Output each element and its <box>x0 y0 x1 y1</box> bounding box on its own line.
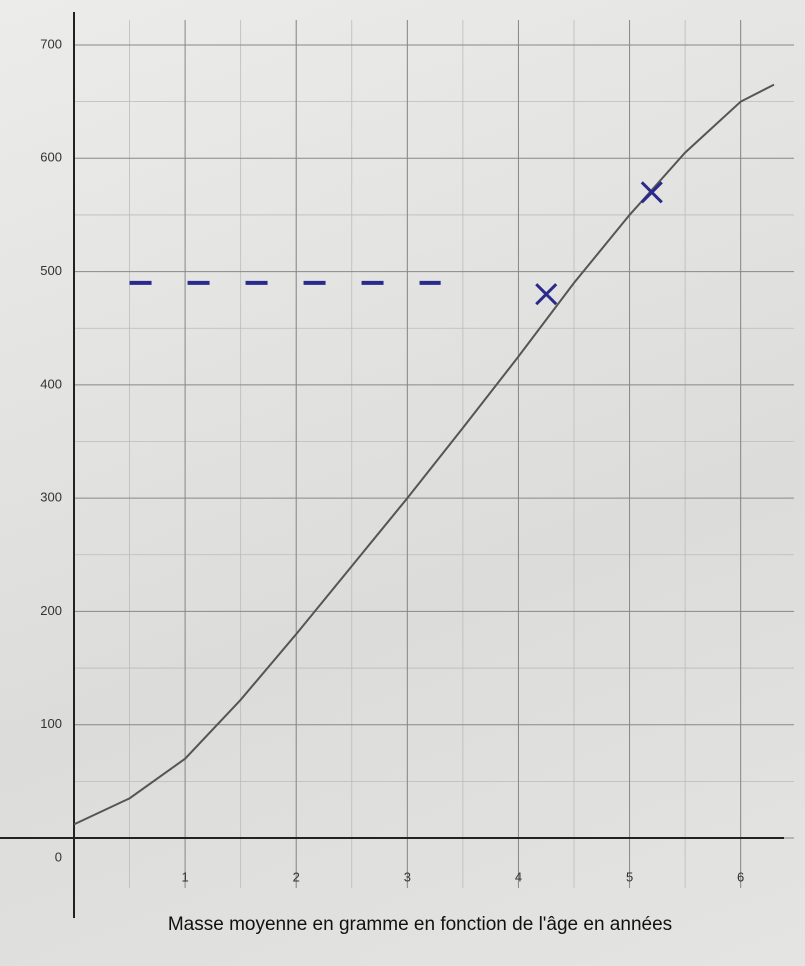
x-tick-label: 3 <box>404 869 411 884</box>
y-tick-label: 100 <box>40 716 62 731</box>
y-tick-label: 0 <box>55 849 62 864</box>
y-tick-label: 200 <box>40 603 62 618</box>
x-tick-label: 2 <box>293 869 300 884</box>
y-tick-label: 500 <box>40 263 62 278</box>
x-tick-label: 6 <box>737 869 744 884</box>
y-tick-label: 600 <box>40 150 62 165</box>
x-tick-label: 5 <box>626 869 633 884</box>
data-line <box>74 85 774 825</box>
cross-marker <box>642 182 662 202</box>
x-axis-label: Masse moyenne en gramme en fonction de l… <box>168 914 672 935</box>
x-tick-label: 4 <box>515 869 522 884</box>
chart: Masse moyenne en gramme en fonction de l… <box>0 0 805 966</box>
y-tick-label: 400 <box>40 376 62 391</box>
y-tick-label: 700 <box>40 36 62 51</box>
cross-marker <box>536 284 556 304</box>
y-tick-label: 300 <box>40 490 62 505</box>
x-tick-label: 1 <box>181 869 188 884</box>
